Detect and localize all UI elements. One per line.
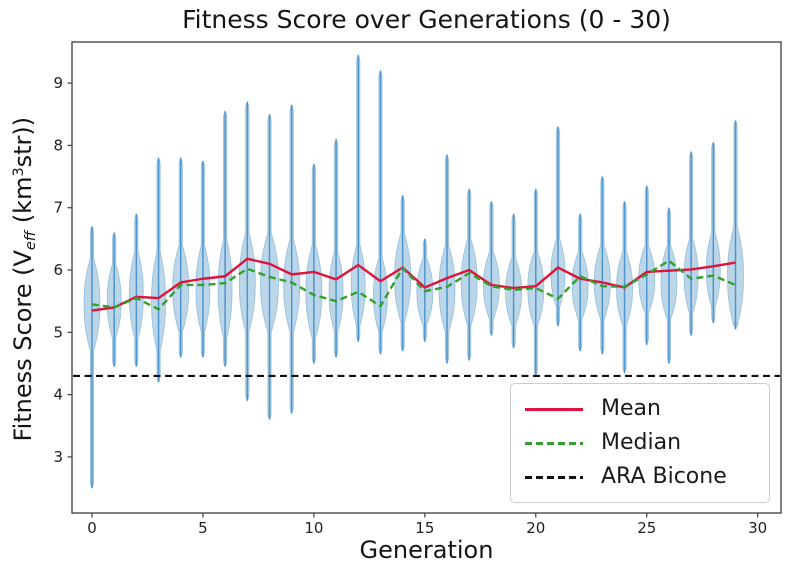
y-axis-label-prefix: Fitness Score (V xyxy=(8,250,37,442)
legend-label-mean: Mean xyxy=(601,396,661,421)
y-tick-label-7: 7 xyxy=(53,199,63,217)
legend-label-median: Median xyxy=(601,430,682,455)
legend-label-ara-bicone: ARA Bicone xyxy=(601,464,727,489)
plot-frame xyxy=(71,41,782,514)
plot-border xyxy=(71,41,782,514)
y-tick-label-9: 9 xyxy=(53,74,63,92)
x-tick-label-20: 20 xyxy=(526,519,545,537)
ara-bicone-line-sample-icon xyxy=(525,475,583,479)
y-axis-label-subscript: eff xyxy=(23,230,40,251)
median-line-sample-icon xyxy=(525,441,583,445)
median-line xyxy=(91,259,736,311)
y-axis-ticks: 3 4 5 6 7 8 9 xyxy=(53,74,72,466)
y-axis-label-suffix: str)) xyxy=(8,116,37,168)
x-tick-label-15: 15 xyxy=(415,519,434,537)
y-axis-label-superscript: 3 xyxy=(10,167,27,177)
x-tick-label-5: 5 xyxy=(198,519,208,537)
legend-item-median: Median xyxy=(525,432,763,454)
mean-line-sample-icon xyxy=(525,407,583,411)
y-tick-label-5: 5 xyxy=(53,323,63,341)
x-axis-label: Generation xyxy=(359,536,494,564)
y-tick-label-8: 8 xyxy=(53,136,63,154)
legend-item-ara-bicone: ARA Bicone xyxy=(525,466,763,488)
chart-title: Fitness Score over Generations (0 - 30) xyxy=(182,5,671,34)
y-tick-label-6: 6 xyxy=(53,261,63,279)
legend: Mean Median ARA Bicone xyxy=(510,383,770,503)
y-axis-label: Fitness Score (Veff (km3str)) xyxy=(9,39,39,519)
x-axis-ticks: 0 5 10 15 20 25 30 xyxy=(87,513,767,537)
x-tick-label-0: 0 xyxy=(87,519,97,537)
y-tick-label-4: 4 xyxy=(53,386,63,404)
x-tick-label-25: 25 xyxy=(637,519,656,537)
median-polyline xyxy=(91,259,736,311)
y-axis-label-mid: (km xyxy=(8,176,37,231)
violins xyxy=(83,54,744,489)
x-tick-label-30: 30 xyxy=(748,519,767,537)
legend-item-mean: Mean xyxy=(525,398,763,420)
x-tick-label-10: 10 xyxy=(304,519,323,537)
y-tick-label-3: 3 xyxy=(53,448,63,466)
